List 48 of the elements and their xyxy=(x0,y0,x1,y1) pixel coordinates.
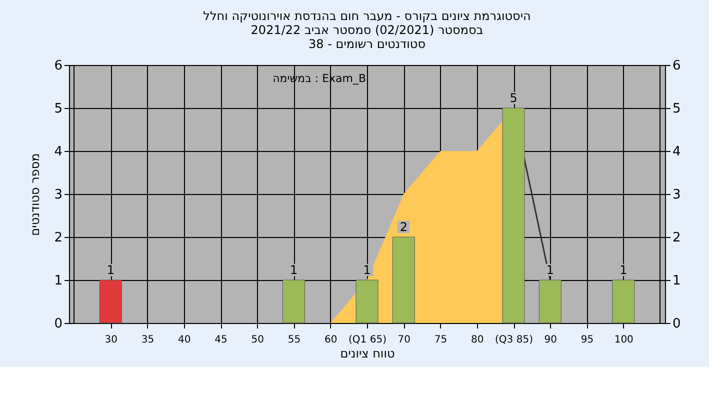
x-tick-label: 80 xyxy=(471,334,484,346)
x-tick-label: 40 xyxy=(178,334,191,346)
data-label: 2 xyxy=(400,220,408,234)
y2-tick-label: 0 xyxy=(672,316,681,332)
text: היסטוגרמת ציונים בקורס - מעבר חום בהנדסת אוירונוטיקה וחלל xyxy=(203,9,531,23)
bar xyxy=(392,236,415,324)
y2-tick-label: 6 xyxy=(672,58,681,74)
y-tick-label: 5 xyxy=(54,102,62,116)
data-label: 1 xyxy=(290,263,298,277)
x-axis-title: טווח ציונים xyxy=(340,346,395,360)
x-tick-label: 100 xyxy=(614,334,634,346)
data-label: 1 xyxy=(106,263,114,277)
x-tick-label: 60 xyxy=(324,334,338,346)
x-tick-label: 50 xyxy=(251,334,264,346)
bar xyxy=(612,280,635,324)
y-tick-label: 1 xyxy=(54,274,62,288)
y2-tick-label: 5 xyxy=(672,102,681,116)
x-tick-label: 75 xyxy=(434,334,448,346)
bar xyxy=(538,280,562,324)
data-label: 5 xyxy=(510,91,518,105)
text: סטודנטים רשומים - 38 xyxy=(308,37,426,51)
text: בסמסטר (02/2021) סמסטר אביב 2021/22 xyxy=(250,23,484,37)
bar xyxy=(356,280,378,324)
data-label: 1 xyxy=(546,263,554,277)
y2-tick-label: 4 xyxy=(672,144,681,160)
bar xyxy=(99,280,122,324)
y-tick-label: 6 xyxy=(54,58,62,74)
y-tick-label: 3 xyxy=(54,188,62,202)
x-tick-label: (Q1 65) xyxy=(348,334,387,346)
y-axis-title: מספר סטודנטים xyxy=(28,153,42,236)
data-label: 1 xyxy=(620,263,628,277)
y-tick-label: 2 xyxy=(54,230,62,246)
x-tick-label: 55 xyxy=(288,334,301,346)
x-tick-label: 70 xyxy=(398,334,410,346)
y-tick-label: 4 xyxy=(54,144,62,160)
x-tick-label: 30 xyxy=(104,334,118,346)
bar xyxy=(502,108,525,324)
y2-tick-label: 3 xyxy=(672,188,681,202)
x-tick-label: 45 xyxy=(214,334,228,346)
y2-tick-label: 2 xyxy=(672,230,681,246)
x-tick-label: 90 xyxy=(544,334,557,346)
bar xyxy=(282,280,305,324)
data-label: 1 xyxy=(363,263,371,277)
x-tick-label: (Q3 85) xyxy=(495,334,534,346)
y2-tick-label: 1 xyxy=(672,274,681,288)
y-tick-label: 0 xyxy=(54,316,62,332)
x-tick-label: 95 xyxy=(580,334,594,346)
x-tick-label: 35 xyxy=(141,334,154,346)
